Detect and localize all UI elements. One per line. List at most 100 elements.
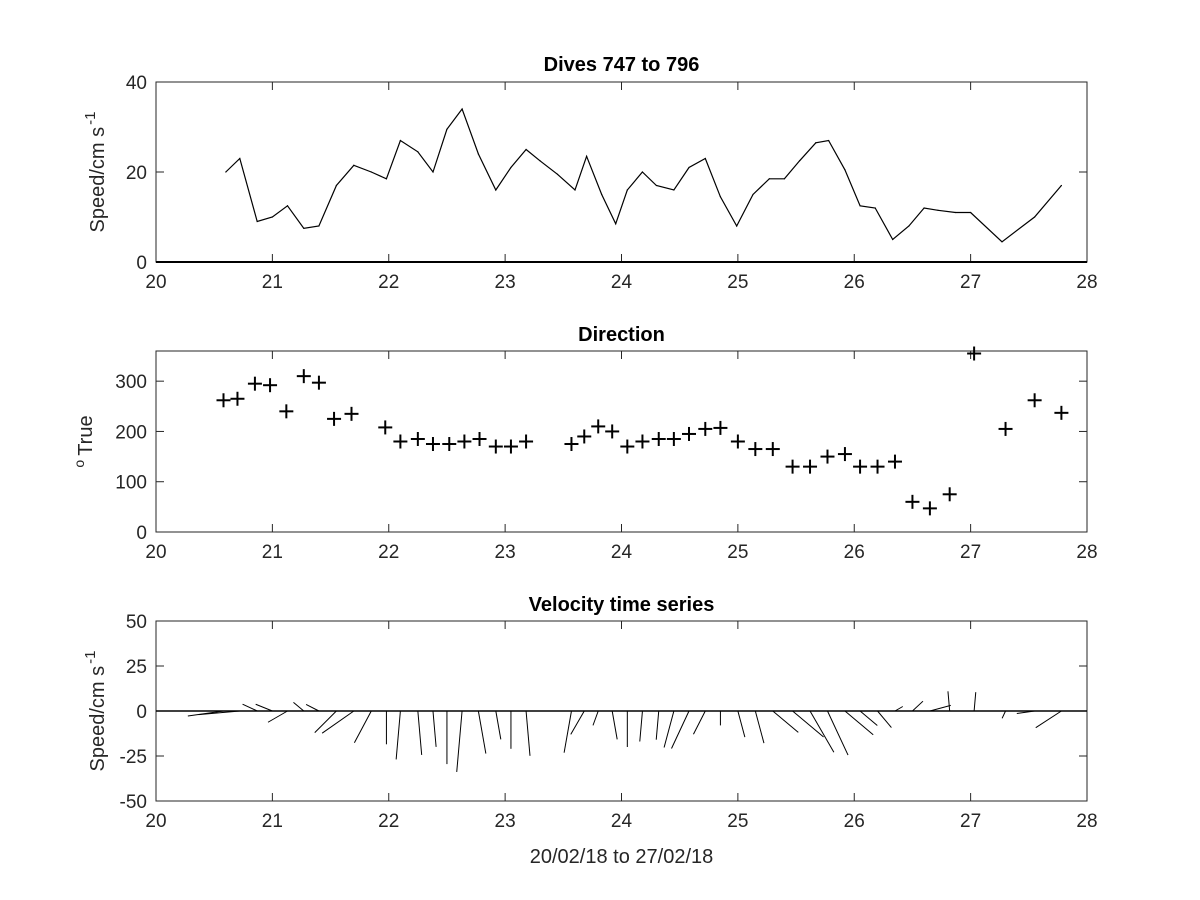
x-tick-label: 23 <box>495 272 516 293</box>
data-point <box>837 447 852 462</box>
x-tick-label: 22 <box>378 272 399 293</box>
data-point <box>666 431 681 446</box>
data-point <box>937 209 939 211</box>
series-line <box>225 107 1062 243</box>
data-point <box>752 193 754 196</box>
x-tick-label: 23 <box>495 811 516 832</box>
data-point <box>344 406 359 421</box>
x-tick-label: 25 <box>727 272 748 293</box>
data-point <box>626 189 628 191</box>
data-point <box>820 449 835 464</box>
data-point <box>477 153 479 155</box>
data-point <box>844 169 846 171</box>
velocity-stick <box>877 710 892 728</box>
data-point <box>905 494 920 509</box>
data-point <box>719 196 722 198</box>
y-tick-label: -25 <box>120 747 147 768</box>
velocity-stick <box>929 704 951 712</box>
data-point <box>655 184 658 187</box>
data-point <box>785 459 800 474</box>
velocity-stick <box>639 710 643 742</box>
y-tick-label: 0 <box>136 702 147 723</box>
data-point <box>798 160 801 162</box>
data-point <box>472 431 487 446</box>
velocity-stick <box>242 703 258 712</box>
data-point <box>318 225 320 227</box>
y-tick-label: 20 <box>126 163 147 184</box>
x-tick-label: 27 <box>960 811 981 832</box>
chart-panel-3: Velocity time series 20 21 22 23 24 25 26 27 28 -5… <box>82 594 1098 868</box>
data-point <box>442 437 457 452</box>
data-point <box>615 223 617 225</box>
velocity-stick <box>495 710 502 740</box>
plot-area <box>155 81 1088 263</box>
data-point <box>736 225 738 227</box>
velocity-stick <box>754 710 765 744</box>
data-point <box>539 160 541 162</box>
velocity-stick <box>809 710 835 753</box>
plot-area <box>155 350 1088 533</box>
data-point <box>954 211 957 214</box>
y-tick-label: 50 <box>126 612 147 633</box>
data-point <box>970 211 972 214</box>
y-axis-label-superscript: -1 <box>82 112 99 125</box>
chart-title: Dives 747 to 796 <box>544 54 700 76</box>
data-point <box>446 128 448 130</box>
velocity-stick <box>477 710 487 754</box>
data-point <box>923 207 925 209</box>
data-point <box>605 424 620 439</box>
data-point <box>688 166 690 169</box>
y-tick-label: 25 <box>126 657 147 678</box>
data-point <box>216 393 231 408</box>
data-point <box>591 419 606 434</box>
data-point <box>853 459 868 474</box>
y-tick-label: 200 <box>115 422 147 443</box>
data-point <box>874 207 876 209</box>
velocity-stick <box>1035 710 1062 729</box>
velocity-stick <box>456 710 463 773</box>
x-axis-label: 20/02/18 to 27/02/18 <box>530 846 714 868</box>
data-point <box>510 166 512 169</box>
data-point <box>803 459 818 474</box>
x-tick-label: 25 <box>727 542 748 563</box>
data-point <box>892 238 894 241</box>
x-tick-label: 26 <box>844 811 865 832</box>
data-point <box>263 378 278 393</box>
x-tick-label: 21 <box>262 542 283 563</box>
x-tick-label: 24 <box>611 272 633 293</box>
data-point <box>815 142 817 144</box>
y-tick-label: 300 <box>115 372 147 393</box>
data-point <box>908 225 910 227</box>
data-point <box>887 454 902 469</box>
data-point <box>620 439 635 454</box>
data-point <box>942 487 957 502</box>
velocity-stick <box>912 700 924 712</box>
x-tick-label: 20 <box>145 811 166 832</box>
data-point <box>1034 216 1036 218</box>
data-point <box>286 205 289 207</box>
velocity-stick <box>432 710 437 747</box>
data-point <box>922 501 937 516</box>
y-axis-label: o True <box>71 415 97 467</box>
data-point <box>564 437 579 452</box>
velocity-stick <box>973 692 977 712</box>
x-tick-label: 26 <box>844 272 865 293</box>
velocity-stick <box>947 691 951 712</box>
data-point <box>635 434 650 449</box>
y-tick-label: -50 <box>120 792 147 813</box>
data-point <box>698 421 713 436</box>
data-point <box>585 155 588 157</box>
velocity-stick <box>1001 710 1006 719</box>
data-point <box>748 442 763 457</box>
y-axis-label-prefix: o <box>71 460 87 468</box>
data-point <box>828 139 830 142</box>
data-point <box>681 426 696 441</box>
velocity-stick <box>525 710 531 756</box>
data-point <box>525 148 527 151</box>
x-tick-label: 28 <box>1076 272 1097 293</box>
x-tick-label: 25 <box>727 811 748 832</box>
data-point <box>998 421 1013 436</box>
data-point <box>870 459 885 474</box>
velocity-stick <box>792 710 824 738</box>
velocity-stick <box>1016 710 1035 715</box>
